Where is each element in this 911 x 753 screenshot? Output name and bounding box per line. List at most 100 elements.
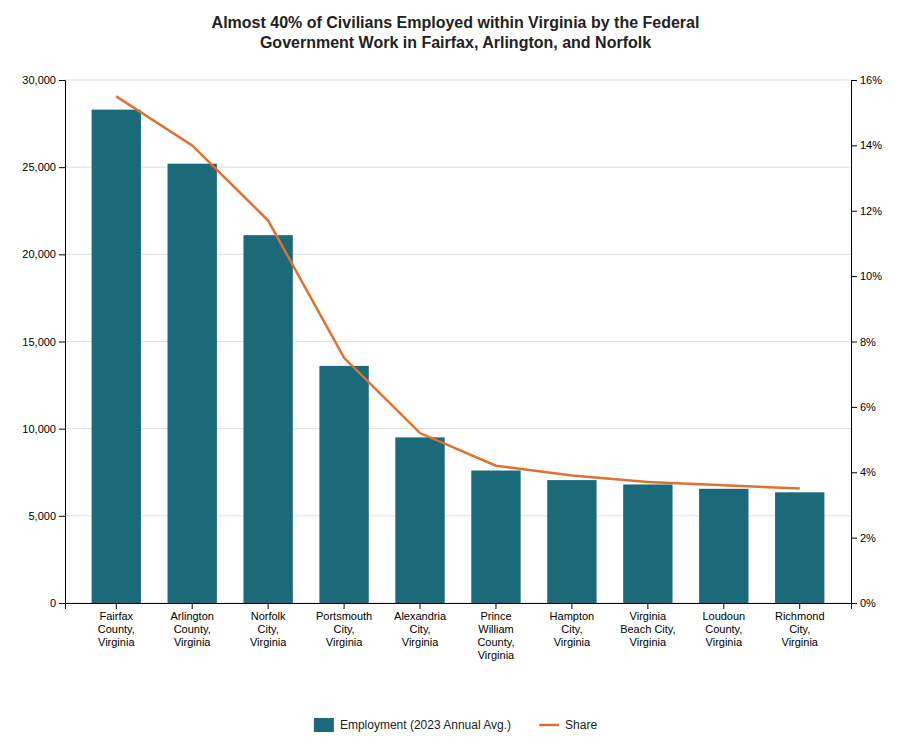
tick-label: 4% <box>860 466 876 478</box>
tick-label: HamptonCity,Virginia <box>550 610 595 648</box>
bar <box>547 480 596 603</box>
tick: AlexandriaCity,Virginia <box>394 603 447 648</box>
tick-mark <box>268 603 269 609</box>
tick-mark <box>851 342 857 343</box>
tick-mark <box>344 603 345 609</box>
tick-mark <box>420 603 421 609</box>
tick-label: FairfaxCounty,Virginia <box>98 610 136 648</box>
tick: 12% <box>851 205 882 217</box>
tick-mark <box>59 342 65 343</box>
tick: 6% <box>851 401 876 413</box>
tick-mark <box>59 516 65 517</box>
legend-swatch <box>539 724 559 727</box>
tick-label: 5,000 <box>28 510 56 522</box>
bar <box>471 471 520 603</box>
tick-label: LoudounCounty,Virginia <box>702 610 745 648</box>
tick: LoudounCounty,Virginia <box>702 603 745 648</box>
tick: 0 <box>50 597 65 609</box>
tick: 14% <box>851 139 882 151</box>
tick-label: 0 <box>50 597 56 609</box>
tick-label: PortsmouthCity,Virginia <box>316 610 372 648</box>
tick: PortsmouthCity,Virginia <box>316 603 372 648</box>
tick-label: RichmondCity,Virginia <box>775 610 825 648</box>
legend-item: Share <box>539 718 597 732</box>
bar <box>623 484 672 603</box>
tick: RichmondCity,Virginia <box>775 603 825 648</box>
marks <box>92 96 825 603</box>
line <box>116 96 799 488</box>
axis-line <box>59 81 66 604</box>
tick-mark <box>59 429 65 430</box>
legend-item: Employment (2023 Annual Avg.) <box>314 718 511 732</box>
tick-mark <box>59 80 65 81</box>
tick-label: 16% <box>860 74 882 86</box>
tick-mark <box>851 276 857 277</box>
tick-mark <box>723 603 724 609</box>
tick: 0% <box>851 597 876 609</box>
tick-label: 10% <box>860 270 882 282</box>
tick: 2% <box>851 532 876 544</box>
tick: ArlingtonCounty,Virginia <box>170 603 213 648</box>
grid-line <box>65 80 851 81</box>
bar <box>775 492 824 603</box>
tick-label: 30,000 <box>22 74 56 86</box>
tick-mark <box>851 538 857 539</box>
tick-label: 14% <box>860 139 882 151</box>
bar <box>243 235 292 603</box>
bar <box>699 489 748 603</box>
tick: 8% <box>851 336 876 348</box>
legend: Employment (2023 Annual Avg.) Share <box>314 718 598 732</box>
tick-mark <box>192 603 193 609</box>
tick: 10,000 <box>22 423 65 435</box>
tick: 10% <box>851 270 882 282</box>
tick-label: PrinceWilliamCounty,Virginia <box>477 610 515 662</box>
tick-label: VirginiaBeach City,Virginia <box>620 610 675 648</box>
tick: HamptonCity,Virginia <box>550 603 595 648</box>
tick-mark <box>851 211 857 212</box>
tick: 20,000 <box>22 248 65 260</box>
y-axis: 0 5,000 10,000 15,000 20,000 25,000 30,000 <box>22 74 65 609</box>
tick-label: AlexandriaCity,Virginia <box>394 610 447 648</box>
tick: FairfaxCounty,Virginia <box>98 603 136 648</box>
axis-line <box>852 81 858 604</box>
tick-label: 15,000 <box>22 336 56 348</box>
x-axis: FairfaxCounty,Virginia ArlingtonCounty,Vi… <box>66 603 852 661</box>
legend-label: Share <box>565 718 597 732</box>
plot: 0 5,000 10,000 15,000 20,000 25,000 30,000 0% 2%… <box>22 74 882 661</box>
tick: 5,000 <box>28 510 65 522</box>
bar <box>168 164 217 603</box>
tick-label: ArlingtonCounty,Virginia <box>170 610 213 648</box>
axis-line <box>66 604 852 610</box>
tick-label: 6% <box>860 401 876 413</box>
tick-mark <box>851 80 857 81</box>
tick-label: NorfolkCity,Virginia <box>250 610 287 648</box>
tick-mark <box>851 145 857 146</box>
bar <box>92 110 141 603</box>
y2-axis: 0% 2% 4% 6% 8% 10% 12% 14% 16% <box>851 74 882 609</box>
grid <box>65 80 851 603</box>
tick-mark <box>851 472 857 473</box>
tick-mark <box>495 603 496 609</box>
title: Almost 40% of Civilians Employed within … <box>212 14 700 51</box>
tick-mark <box>851 407 857 408</box>
legend-swatch <box>314 718 334 732</box>
bar <box>319 366 368 603</box>
bar <box>395 437 444 603</box>
tick: 25,000 <box>22 161 65 173</box>
legend-label: Employment (2023 Annual Avg.) <box>340 718 511 732</box>
tick-mark <box>116 603 117 609</box>
tick-mark <box>799 603 800 609</box>
tick-label: 8% <box>860 336 876 348</box>
tick: 4% <box>851 466 876 478</box>
tick: 16% <box>851 74 882 86</box>
tick-label: 0% <box>860 597 876 609</box>
tick: NorfolkCity,Virginia <box>250 603 287 648</box>
tick: VirginiaBeach City,Virginia <box>620 603 675 648</box>
tick-label: 12% <box>860 205 882 217</box>
tick-mark <box>647 603 648 609</box>
tick: PrinceWilliamCounty,Virginia <box>477 603 515 661</box>
tick-label: 20,000 <box>22 248 56 260</box>
tick: 30,000 <box>22 74 65 86</box>
tick-label: 25,000 <box>22 161 56 173</box>
tick-mark <box>59 167 65 168</box>
